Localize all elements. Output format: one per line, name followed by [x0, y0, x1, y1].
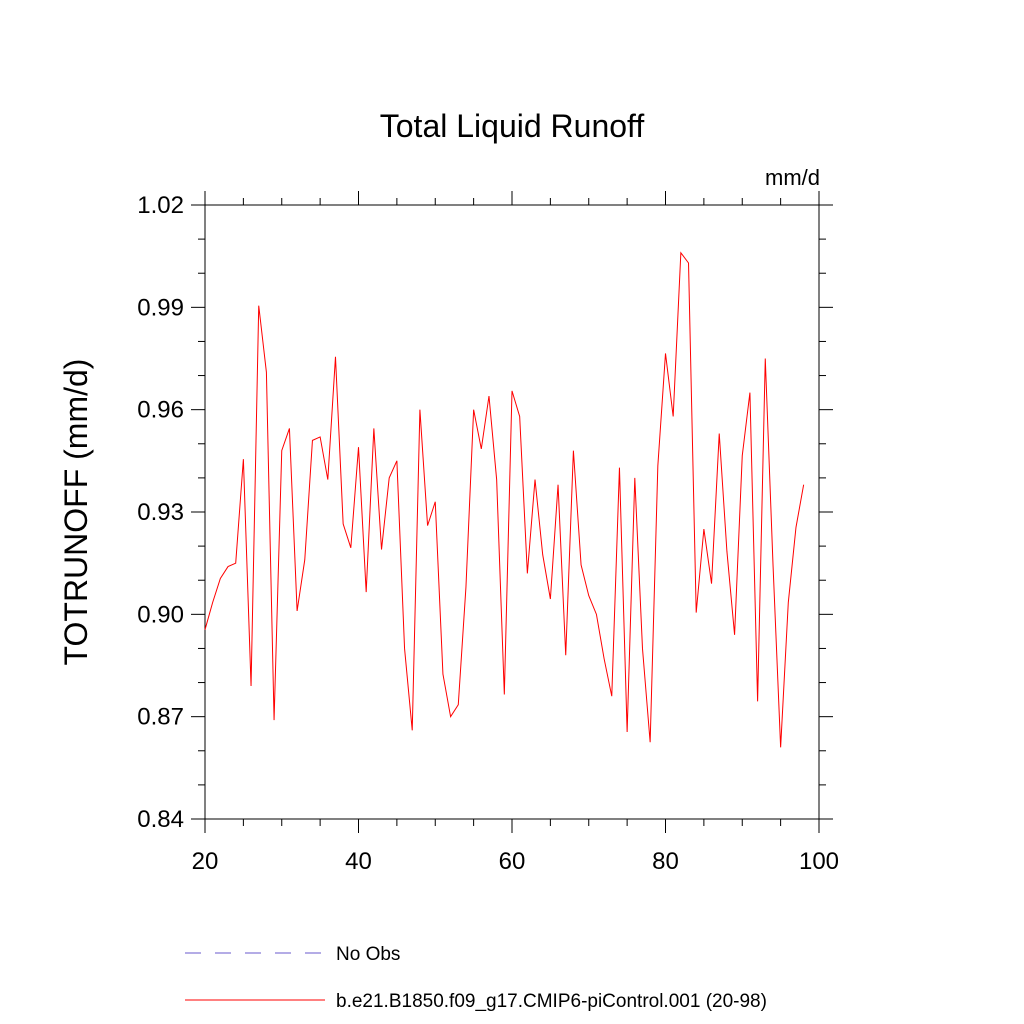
chart-title: Total Liquid Runoff	[380, 108, 645, 144]
axis-ticks	[191, 191, 833, 833]
plot-frame	[204, 204, 820, 820]
units-label: mm/d	[765, 165, 820, 190]
axis-tick-labels: 20 40 60 80 100 0.84 0.87 0.90 0.93 0.96 0.99 1.02	[137, 192, 839, 875]
y-tick-label: 0.99	[137, 294, 184, 321]
y-tick-label: 1.02	[137, 192, 184, 219]
x-tick-label: 80	[652, 848, 679, 875]
x-tick-label: 20	[192, 848, 219, 875]
x-tick-label: 60	[499, 848, 526, 875]
y-tick-label: 0.84	[137, 806, 184, 833]
y-tick-label: 0.93	[137, 499, 184, 526]
y-tick-label: 0.90	[137, 601, 184, 628]
y-tick-label: 0.96	[137, 397, 184, 424]
series-line-0	[204, 251, 805, 748]
x-tick-label: 40	[345, 848, 372, 875]
legend: No Obs b.e21.B1850.f09_g17.CMIP6-piContr…	[185, 944, 767, 1012]
legend-label-no-obs: No Obs	[336, 944, 400, 965]
y-tick-label: 0.87	[137, 704, 184, 731]
x-tick-label: 100	[799, 848, 839, 875]
series-layer	[204, 251, 805, 748]
y-axis-title: TOTRUNOFF (mm/d)	[58, 359, 94, 666]
legend-label-picontrol: b.e21.B1850.f09_g17.CMIP6-piControl.001 …	[336, 991, 767, 1012]
